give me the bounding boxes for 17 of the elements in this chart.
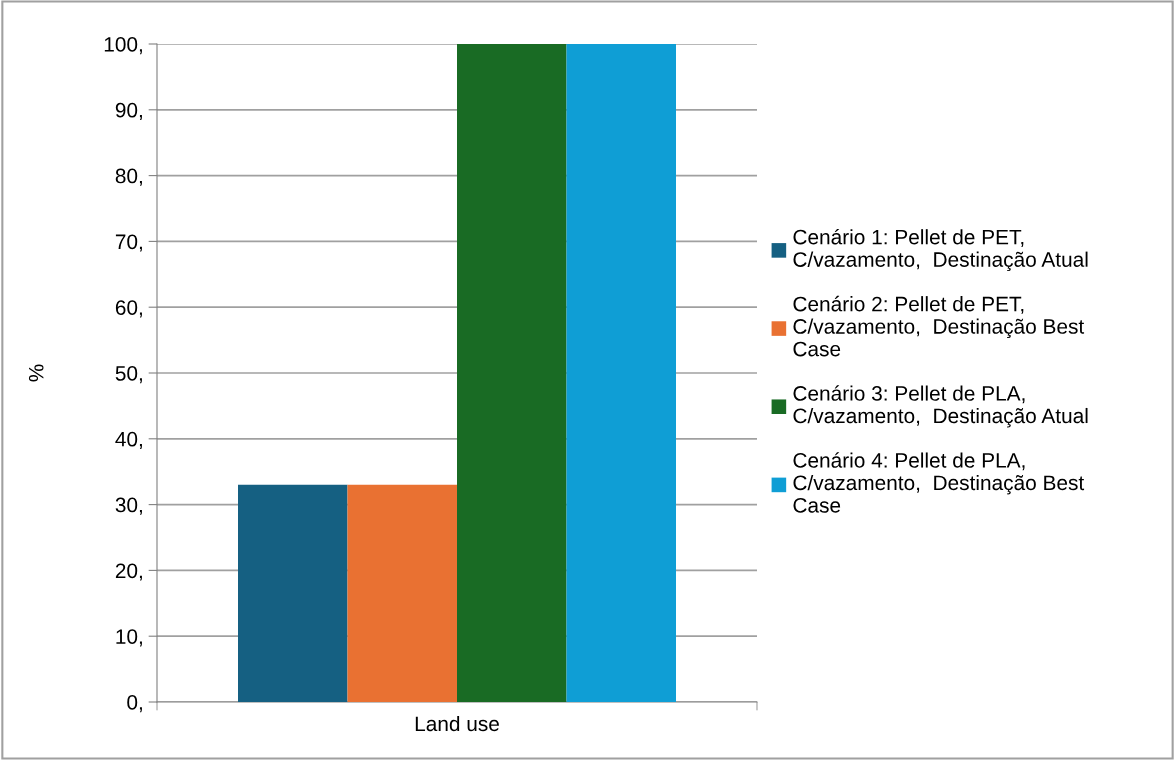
y-tick-label: 40, bbox=[115, 431, 142, 450]
y-tick-label: 50, bbox=[115, 366, 142, 384]
y-tick-label: 90, bbox=[115, 102, 142, 121]
x-tick-label: Land use bbox=[415, 715, 499, 732]
y-axis-title: % bbox=[28, 364, 44, 382]
y-tick-label: 60, bbox=[115, 300, 142, 318]
legend-label: Cenário 2: Pellet de PET, C/vazamento, Destinação Best Case bbox=[793, 295, 1085, 357]
y-tick-label: 20, bbox=[115, 563, 142, 581]
y-tick-label: 30, bbox=[115, 497, 142, 515]
y-tick-label: 80, bbox=[115, 168, 142, 186]
y-tick-label: 10, bbox=[116, 629, 142, 647]
legend-label: Cenário 4: Pellet de PLA, C/vazamento, Destinação Best Case bbox=[793, 452, 1085, 513]
legend-label: Cenário 3: Pellet de PLA, C/vazamento, Destinação Atual bbox=[793, 385, 1088, 428]
y-tick-label: 0, bbox=[127, 695, 142, 713]
y-tick-label: 100, bbox=[104, 37, 142, 55]
legend-label: Cenário 1: Pellet de PET, C/vazamento, Destinação Atual bbox=[793, 228, 1088, 272]
y-tick-label: 70, bbox=[115, 234, 142, 252]
